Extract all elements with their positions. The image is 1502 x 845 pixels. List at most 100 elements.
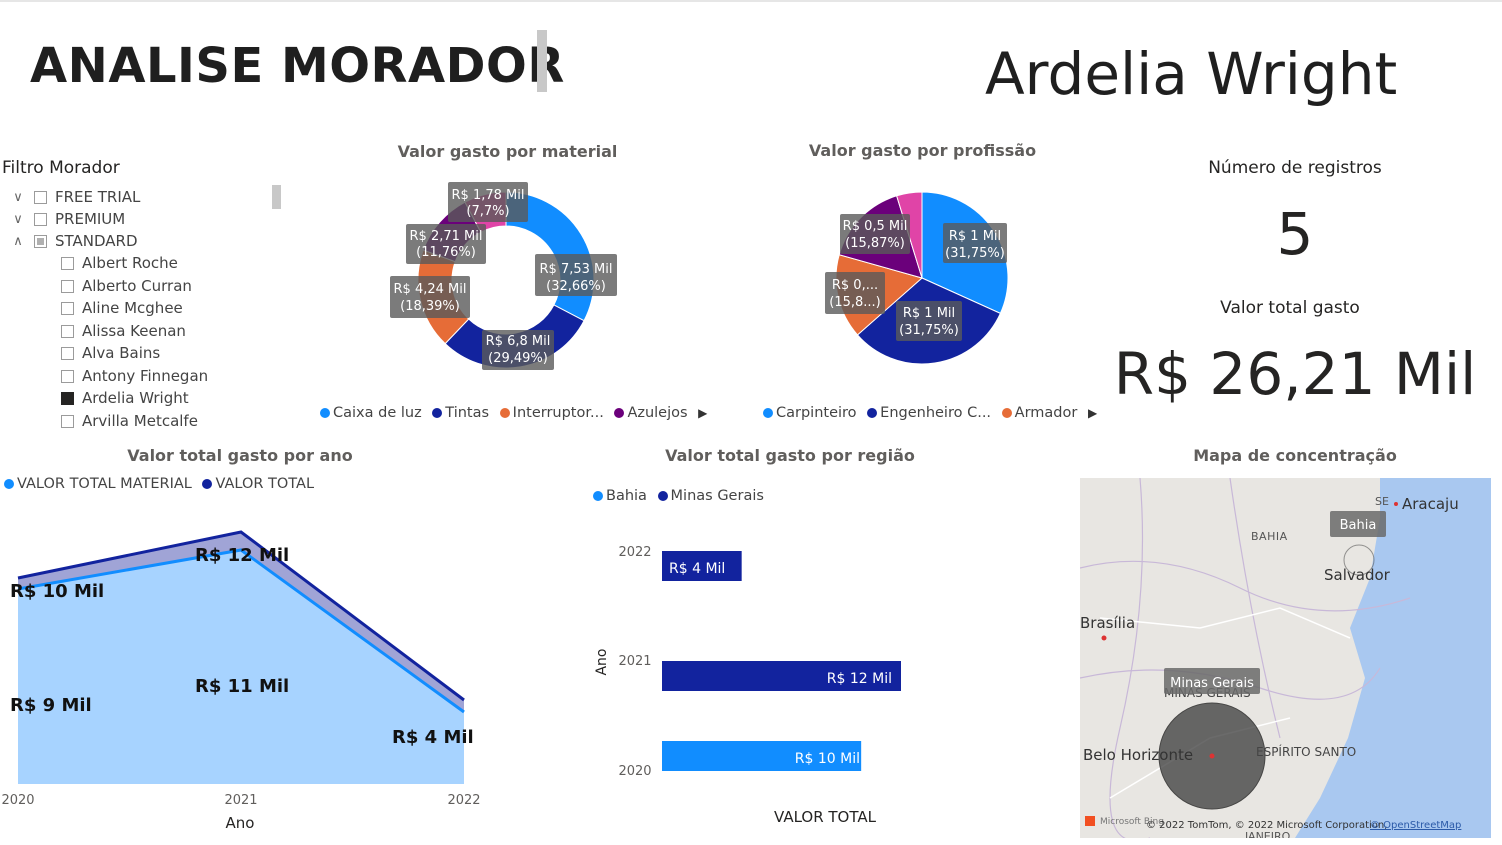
area-legend: VALOR TOTAL MATERIAL VALOR TOTAL [4,476,320,492]
svg-text:BAHIA: BAHIA [1251,530,1288,543]
slicer-list: ∨ FREE TRIAL ∨ PREMIUM ∧ STANDARD Albert Ro… [10,186,208,432]
svg-text:Aracaju: Aracaju [1402,495,1459,513]
svg-text:R$ 1 Mil: R$ 1 Mil [903,306,955,321]
svg-text:Minas Gerais: Minas Gerais [1170,676,1254,691]
chevron-down-icon[interactable]: ∨ [13,211,23,227]
donut-legend: Caixa de luz Tintas Interruptor... Azule… [320,405,707,421]
slicer-title: Filtro Morador [2,158,120,178]
legend-item[interactable]: Interruptor... [499,405,604,421]
donut-label: R$ 7,53 Mil (32,66%) [535,254,617,296]
donut-label: R$ 2,71 Mil(11,76%) [406,224,486,264]
pie-title: Valor gasto por profissão [808,141,1037,160]
legend-item[interactable]: Caixa de luz [320,405,422,421]
bar-label: R$ 12 Mil [827,671,892,687]
slicer-item[interactable]: Aline Mcghee [61,297,208,320]
bar-2022[interactable] [662,551,742,581]
map-title: Mapa de concentração [1193,446,1397,465]
slicer-item[interactable]: Alissa Keenan [61,320,208,343]
donut-chart: R$ 7,53 Mil (32,66%) R$ 6,8 Mil (29,49%) R… [390,182,617,370]
checkbox-partial[interactable] [34,235,47,248]
svg-text:(29,49%): (29,49%) [488,351,548,366]
legend-item[interactable]: Minas Gerais [657,488,764,504]
checkbox[interactable] [61,302,74,315]
legend-item[interactable]: Bahia [593,488,647,504]
svg-text:R$ 0,...: R$ 0,... [832,278,878,293]
pie-legend: Carpinteiro Engenheiro C... Armador ▶ [763,405,1097,421]
legend-next-icon[interactable]: ▶ [698,406,708,420]
data-label: R$ 4 Mil [392,727,474,748]
svg-text:(15,8...): (15,8...) [829,295,881,310]
line-total[interactable] [17,530,465,702]
slicer-group-standard[interactable]: ∧ STANDARD [10,230,208,252]
pie-chart: R$ 1 Mil (31,75%) R$ 1 Mil (31,75%) R$ 0,.… [825,191,1009,365]
x-tick: 2022 [447,793,480,808]
chevron-up-icon[interactable]: ∧ [13,233,23,249]
slicer-scrollbar[interactable] [272,185,281,209]
slicer-item[interactable]: Arvilla Metcalfe [61,410,208,433]
svg-text:R$ 0,5 Mil: R$ 0,5 Mil [843,219,908,234]
area-material[interactable] [18,550,464,784]
chevron-down-icon[interactable]: ∨ [13,189,23,205]
legend-item[interactable]: VALOR TOTAL [202,476,314,492]
x-tick: 2020 [1,793,34,808]
svg-text:Salvador: Salvador [1324,566,1391,584]
y-tick: 2022 [618,545,651,560]
line-material[interactable] [17,548,465,714]
bar-legend: Bahia Minas Gerais [593,488,770,504]
legend-item[interactable]: Armador [1001,405,1077,421]
map-view[interactable]: Aracaju SE BAHIA Salvador Brasília Belo … [1080,478,1491,838]
osm-link[interactable]: © OpenStreetMap [1370,820,1461,831]
checkbox[interactable] [61,414,74,428]
data-label: R$ 11 Mil [195,676,289,697]
data-label: R$ 10 Mil [10,581,104,602]
donut-label: R$ 6,8 Mil (29,49%) [482,330,554,370]
legend-item[interactable]: VALOR TOTAL MATERIAL [4,476,192,492]
svg-text:ESPÍRITO SANTO: ESPÍRITO SANTO [1256,744,1356,759]
checkbox-checked[interactable] [61,392,74,405]
pie-label: R$ 0,... (15,8...) [825,272,885,314]
checkbox[interactable] [61,324,74,338]
svg-text:JANEIRO: JANEIRO [1244,830,1291,838]
legend-item[interactable]: Tintas [432,405,489,421]
svg-text:Belo Horizonte: Belo Horizonte [1083,746,1193,764]
area-chart: R$ 10 Mil R$ 12 Mil R$ 4 Mil R$ 9 Mil R$… [1,530,481,832]
map-tooltip-bahia [1330,511,1386,537]
legend-item[interactable]: Carpinteiro [763,405,857,421]
slicer-item[interactable]: Alva Bains [61,342,208,365]
svg-text:R$ 7,53 Mil: R$ 7,53 Mil [540,262,613,277]
map-bubble-bahia[interactable] [1343,544,1375,576]
bar-chart: 2022 2021 2020 Ano VALOR TOTAL R$ 4 Mil … [594,545,901,826]
checkbox[interactable] [61,257,74,270]
slicer-item[interactable]: Albert Roche [61,252,208,275]
records-value: 5 [1276,200,1314,268]
checkbox[interactable] [61,369,74,383]
y-axis-title: Ano [594,648,610,675]
checkbox[interactable] [34,191,47,204]
x-tick: 2021 [224,793,257,808]
checkbox[interactable] [61,279,74,293]
total-label: Valor total gasto [1220,298,1360,318]
page-title: ANALISE MORADOR [30,38,565,94]
bar-2020[interactable] [662,741,862,771]
x-axis-title: VALOR TOTAL [774,808,877,826]
bar-2021[interactable] [662,661,901,691]
slicer-group-free-trial[interactable]: ∨ FREE TRIAL [10,186,208,208]
pie-label: R$ 1 Mil (31,75%) [896,301,962,341]
svg-text:(32,66%): (32,66%) [546,279,606,294]
legend-item[interactable]: Engenheiro C... [867,405,991,421]
bing-logo-icon [1085,816,1095,826]
svg-text:Brasília: Brasília [1080,614,1135,632]
legend-next-icon[interactable]: ▶ [1087,406,1098,420]
slicer-item[interactable]: Alberto Curran [61,275,208,298]
svg-text:(31,75%): (31,75%) [899,323,959,338]
checkbox[interactable] [61,347,74,360]
data-label: R$ 12 Mil [195,545,289,566]
slicer-group-premium[interactable]: ∨ PREMIUM [10,208,208,230]
checkbox[interactable] [34,213,47,226]
pie-label: R$ 1 Mil (31,75%) [943,223,1007,263]
svg-text:Microsoft Bing: Microsoft Bing [1100,817,1164,827]
svg-text:R$ 1,78 Mil: R$ 1,78 Mil [452,188,525,203]
slicer-item-selected[interactable]: Ardelia Wright [61,387,208,410]
slicer-item[interactable]: Antony Finnegan [61,365,208,388]
legend-item[interactable]: Azulejos [614,405,688,421]
